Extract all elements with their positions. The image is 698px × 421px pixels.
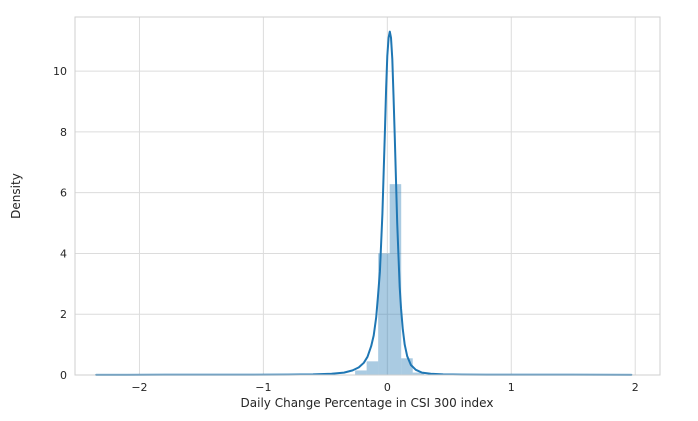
plot-border [74,16,661,376]
grid-layer [75,17,660,376]
y-tick-label: 4 [60,247,67,260]
ticks-layer: −2 −1 0 1 2 0 2 4 6 8 10 [53,65,639,394]
kde-layer [95,30,633,376]
y-tick-label: 8 [60,126,67,139]
x-tick-label: −1 [255,381,271,394]
histogram-bar [412,372,425,375]
histogram-bars [355,184,425,375]
y-axis-label: Density [9,173,23,219]
x-tick-label: 1 [508,381,515,394]
histogram-bar [401,358,413,375]
histogram-bar [378,253,390,375]
y-tick-label: 0 [60,369,67,382]
x-tick-label: 0 [384,381,391,394]
histogram-bar [389,184,402,375]
y-tick-label: 10 [53,65,67,78]
x-axis-label: Daily Change Percentage in CSI 300 index [241,396,494,410]
histogram-bar [355,370,367,375]
x-tick-label: −2 [131,381,147,394]
kde-curve [95,30,633,376]
y-tick-label: 2 [60,308,67,321]
histogram-bar [366,361,379,375]
x-tick-label: 2 [632,381,639,394]
y-tick-label: 6 [60,187,67,200]
